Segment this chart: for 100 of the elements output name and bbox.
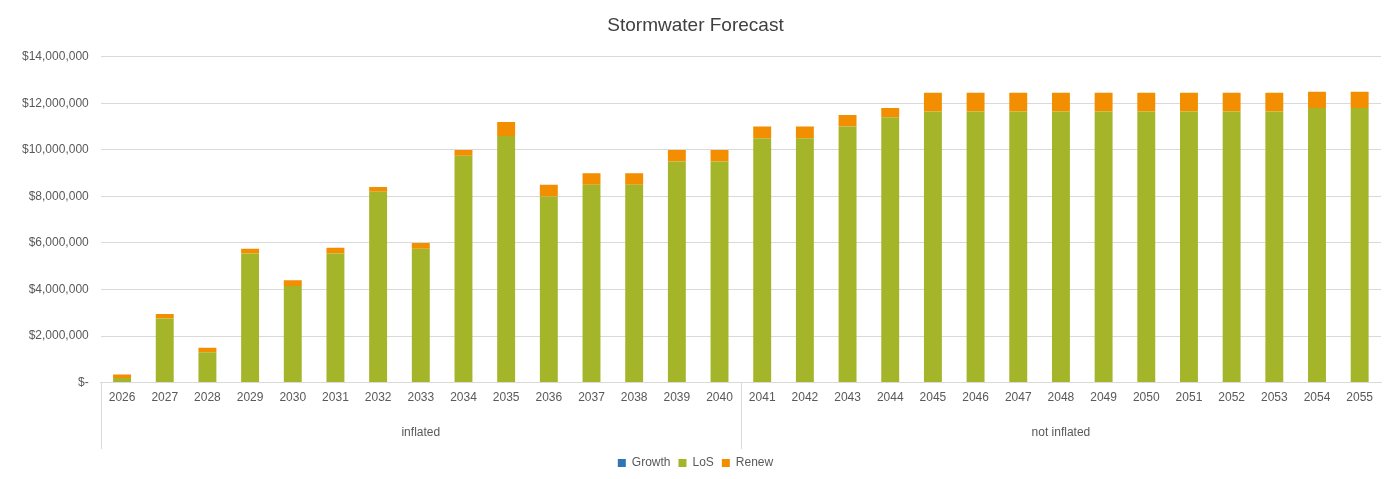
bar (1180, 111, 1198, 383)
text: not inflated (1031, 425, 1091, 440)
x-tick-label: 2031 (322, 390, 350, 405)
y-tick-label: $14,000,000 (22, 49, 90, 64)
bar (411, 248, 430, 383)
x-tick-label: 2026 (108, 390, 136, 405)
y-tick-label: $6,000,000 (28, 235, 90, 250)
bar (1009, 111, 1028, 383)
bar (1094, 92, 1113, 112)
bar (966, 111, 985, 383)
bar (1350, 91, 1369, 108)
y-tick-label: $8,000,000 (28, 188, 90, 203)
bar (1222, 92, 1241, 112)
bar (198, 352, 217, 383)
bar (1137, 111, 1156, 383)
x-tick-label: 2033 (407, 390, 435, 405)
y-tick-label: $12,000,000 (22, 95, 90, 110)
bar (283, 286, 302, 383)
bar (582, 173, 601, 185)
bar (710, 149, 729, 162)
bar (582, 184, 601, 383)
bar (923, 111, 942, 383)
bar (966, 92, 985, 112)
bar (326, 253, 345, 383)
bar (411, 242, 430, 249)
bar (539, 184, 558, 197)
bar (1308, 91, 1326, 108)
bar (1222, 111, 1241, 383)
x-tick-label: 2036 (535, 390, 563, 405)
bar (881, 117, 900, 383)
bar (753, 126, 772, 139)
bar (795, 138, 814, 383)
x-tick-label: 2048 (1047, 390, 1075, 405)
x-tick-label: 2030 (279, 390, 307, 405)
bar (1350, 108, 1369, 383)
x-tick-label: 2034 (450, 390, 478, 405)
bar (881, 108, 900, 118)
x-tick-label: 2052 (1218, 390, 1246, 405)
bar (667, 161, 686, 383)
bar (241, 253, 260, 383)
bar (625, 173, 644, 185)
x-tick-label: 2055 (1346, 390, 1374, 405)
bar (1180, 92, 1198, 112)
bar (625, 184, 644, 383)
x-tick-label: 2043 (834, 390, 862, 405)
bar (795, 126, 814, 139)
bar (1094, 111, 1113, 383)
legend-label: Renew (735, 455, 774, 470)
x-tick-label: 2046 (962, 390, 990, 405)
x-tick-label: 2054 (1303, 390, 1331, 405)
bar (710, 161, 729, 383)
bar (113, 377, 132, 383)
bar (923, 92, 942, 112)
bar (155, 318, 174, 383)
bar (753, 138, 772, 383)
bar (1265, 92, 1284, 112)
bar (539, 196, 558, 383)
x-tick-label: 2029 (236, 390, 264, 405)
bar (454, 155, 473, 383)
bar (454, 149, 473, 156)
x-tick-label: 2049 (1090, 390, 1118, 405)
y-tick-label: $4,000,000 (28, 281, 90, 296)
text: inflated (401, 425, 441, 440)
bar (155, 313, 174, 319)
bar (1051, 111, 1070, 383)
bar (1308, 108, 1326, 383)
legend-label: LoS (692, 455, 714, 470)
x-tick-label: 2047 (1004, 390, 1032, 405)
x-tick-label: 2050 (1132, 390, 1160, 405)
bar (497, 121, 516, 136)
bar (1051, 92, 1070, 112)
x-tick-label: 2045 (919, 390, 947, 405)
chart-title: Stormwater Forecast (607, 13, 785, 35)
x-tick-label: 2032 (364, 390, 392, 405)
y-tick-label: $- (78, 374, 89, 389)
bar (667, 149, 686, 162)
y-tick-label: $2,000,000 (28, 328, 90, 343)
bar (1265, 111, 1284, 383)
bar (113, 374, 132, 378)
bar (838, 114, 857, 127)
bar (369, 191, 388, 383)
x-tick-label: 2038 (620, 390, 648, 405)
bar (838, 126, 857, 383)
x-tick-label: 2027 (151, 390, 179, 405)
x-tick-label: 2042 (791, 390, 819, 405)
bar (1137, 92, 1156, 112)
x-tick-label: 2028 (194, 390, 222, 405)
x-tick-label: 2040 (706, 390, 734, 405)
x-tick-label: 2041 (748, 390, 776, 405)
bar (497, 135, 516, 383)
x-tick-label: 2044 (876, 390, 904, 405)
bar (1009, 92, 1028, 112)
x-tick-label: 2035 (492, 390, 520, 405)
x-tick-label: 2051 (1175, 390, 1203, 405)
legend-label: Growth (631, 455, 671, 470)
x-tick-label: 2053 (1260, 390, 1288, 405)
y-tick-label: $10,000,000 (22, 142, 90, 157)
x-tick-label: 2039 (663, 390, 691, 405)
bar (369, 187, 388, 192)
bar (283, 280, 302, 287)
